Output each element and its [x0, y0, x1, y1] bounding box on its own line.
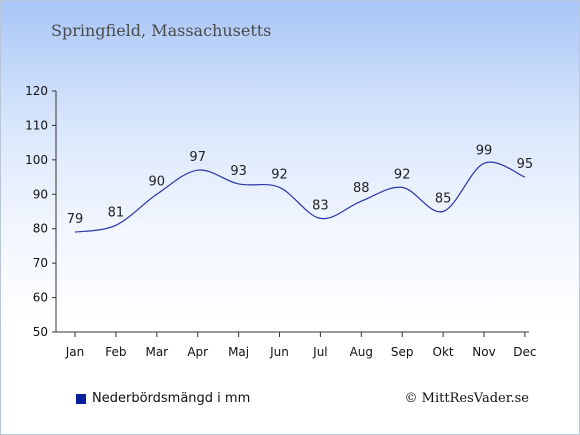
- legend-label: Nederbördsmängd i mm: [92, 391, 251, 406]
- data-label: 90: [149, 174, 166, 189]
- y-tick-label: 90: [33, 187, 48, 201]
- x-tick-label: Feb: [105, 345, 126, 359]
- x-tick-label: Mar: [145, 345, 168, 359]
- y-tick-label: 70: [33, 256, 48, 270]
- y-tick-label: 100: [25, 153, 48, 167]
- x-tick-label: Jul: [312, 345, 327, 359]
- data-label: 99: [476, 143, 493, 158]
- y-tick-label: 110: [25, 118, 48, 132]
- legend: Nederbördsmängd i mm: [76, 391, 250, 406]
- x-tick-label: Okt: [433, 345, 454, 359]
- x-tick-label: Jun: [269, 345, 289, 359]
- data-label: 92: [271, 167, 288, 182]
- data-label: 85: [435, 192, 452, 207]
- series-line: [74, 161, 526, 233]
- x-tick-label: Nov: [472, 345, 495, 359]
- y-tick-label: 50: [33, 325, 48, 339]
- legend-swatch: [76, 393, 86, 404]
- y-tick-label: 120: [25, 84, 48, 98]
- data-label: 79: [67, 212, 84, 227]
- x-tick-label: Aug: [350, 345, 373, 359]
- x-tick-label: Apr: [187, 345, 208, 359]
- x-tick-label: Jan: [65, 345, 85, 359]
- data-label: 88: [353, 181, 370, 196]
- data-label: 92: [394, 167, 411, 182]
- data-label: 83: [312, 198, 329, 213]
- y-tick-label: 60: [33, 291, 48, 305]
- x-tick-label: Sep: [391, 345, 414, 359]
- x-tick-label: Maj: [228, 345, 249, 359]
- y-tick-label: 80: [33, 222, 48, 236]
- chart-title: Springfield, Massachusetts: [51, 21, 272, 40]
- data-label: 81: [108, 205, 125, 220]
- data-label: 97: [189, 150, 206, 165]
- data-label: 93: [230, 164, 247, 179]
- copyright-text: © MittResVader.se: [404, 391, 529, 406]
- x-tick-label: Dec: [513, 345, 536, 359]
- data-label: 95: [517, 157, 534, 172]
